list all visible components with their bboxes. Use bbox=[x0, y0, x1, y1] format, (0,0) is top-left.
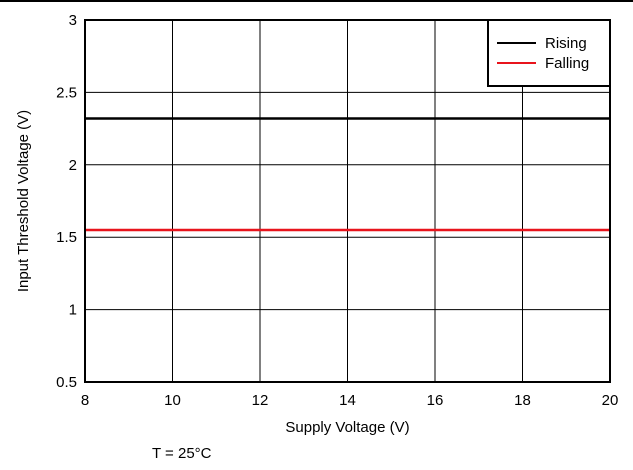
x-tick-label-8: 8 bbox=[81, 392, 89, 409]
top-rule bbox=[0, 0, 633, 2]
plot-frame bbox=[84, 19, 611, 383]
x-axis-label: Supply Voltage (V) bbox=[285, 419, 409, 436]
legend: Rising Falling bbox=[487, 19, 611, 87]
y-tick-label-1: 1 bbox=[69, 302, 77, 319]
y-axis-label: Input Threshold Voltage (V) bbox=[15, 110, 32, 292]
y-tick-label-2.5: 2.5 bbox=[56, 84, 77, 101]
x-tick-label-14: 14 bbox=[339, 392, 356, 409]
temperature-note: T = 25°C bbox=[152, 445, 212, 462]
y-tick-label-1.5: 1.5 bbox=[56, 229, 77, 246]
x-tick-label-12: 12 bbox=[252, 392, 269, 409]
x-tick-label-20: 20 bbox=[602, 392, 619, 409]
x-tick-label-16: 16 bbox=[427, 392, 444, 409]
legend-label-rising: Rising bbox=[545, 35, 587, 52]
legend-box bbox=[487, 19, 611, 87]
x-tick-labels: 8 10 12 14 16 18 20 bbox=[81, 392, 619, 409]
series-lines bbox=[85, 117, 610, 232]
y-tick-label-3: 3 bbox=[69, 12, 77, 29]
legend-label-falling: Falling bbox=[545, 55, 589, 72]
y-tick-label-0.5: 0.5 bbox=[56, 374, 77, 391]
x-tick-label-10: 10 bbox=[164, 392, 181, 409]
x-tick-label-18: 18 bbox=[514, 392, 531, 409]
y-tick-label-2: 2 bbox=[69, 157, 77, 174]
y-tick-labels: 0.5 1 1.5 2 2.5 3 bbox=[56, 12, 77, 391]
